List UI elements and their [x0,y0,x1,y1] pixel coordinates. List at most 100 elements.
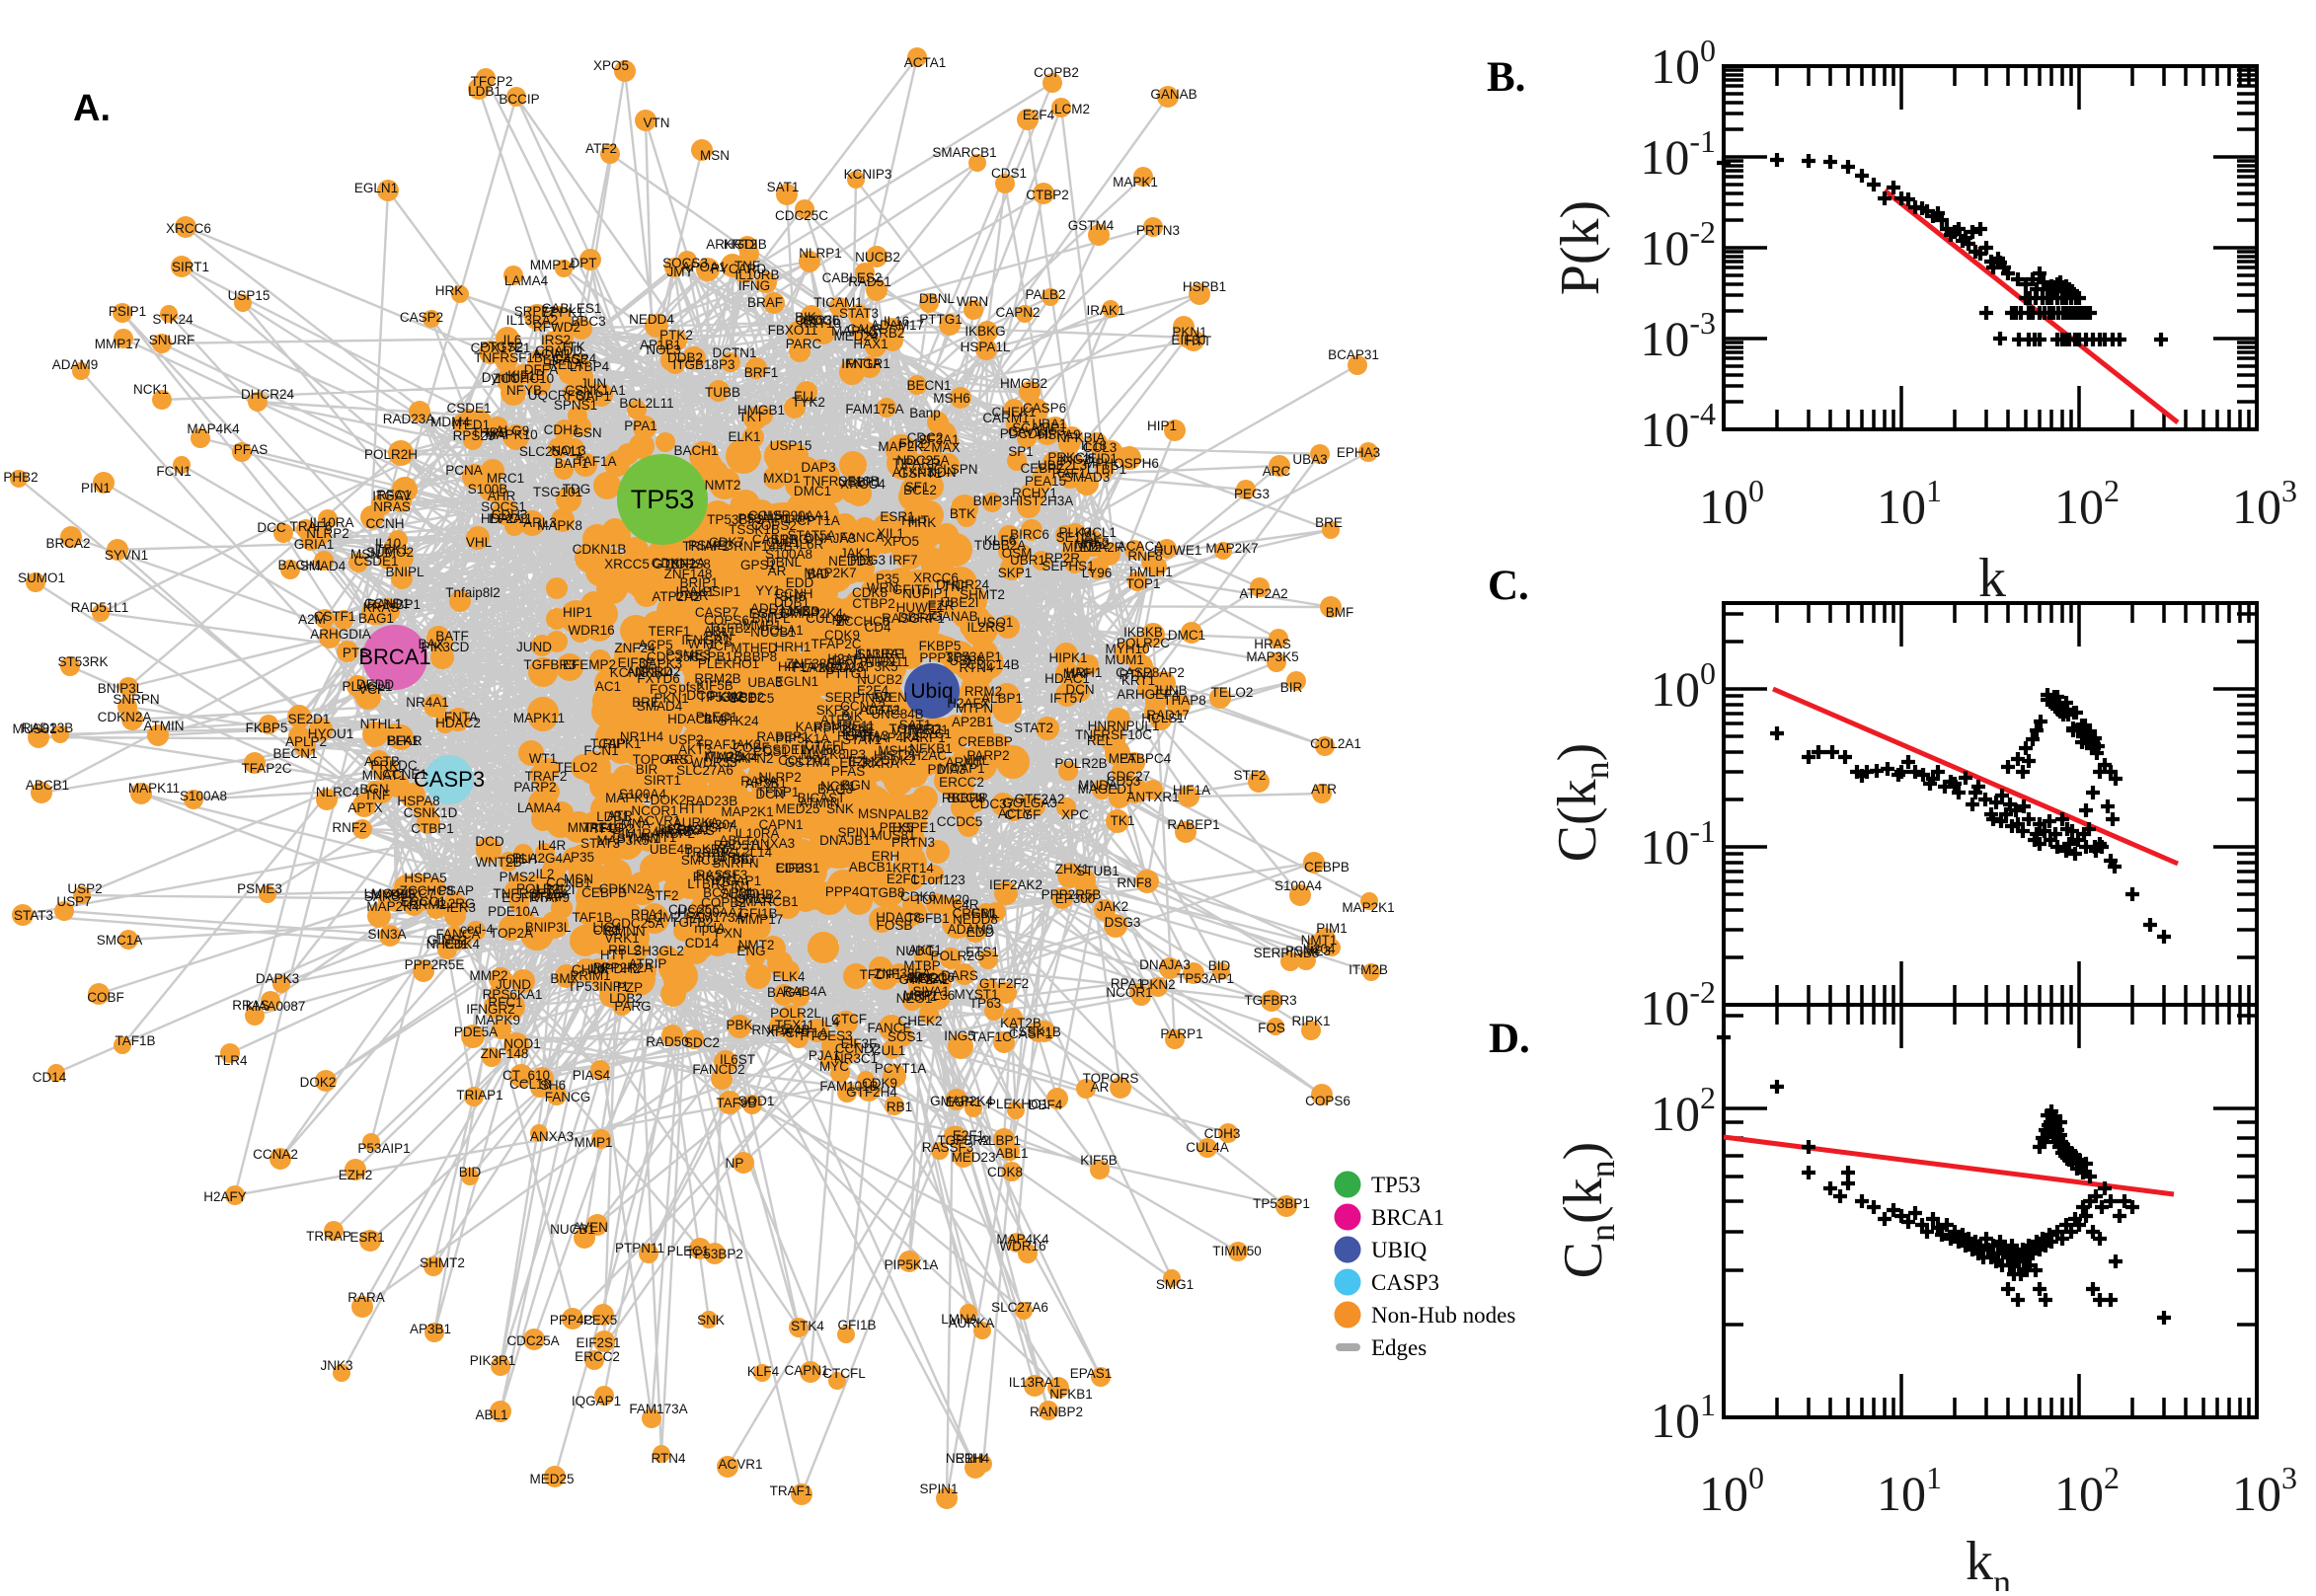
svg-text:TNFRSF10B: TNFRSF10B [803,474,879,489]
svg-text:MSN: MSN [858,806,888,821]
svg-text:NUCB2: NUCB2 [857,672,902,687]
svg-text:RAD23B: RAD23B [686,794,738,808]
svg-text:GFI1B: GFI1B [837,1318,876,1332]
svg-text:IL13RA1: IL13RA1 [855,646,907,661]
svg-text:PRTN3: PRTN3 [1136,223,1180,238]
svg-text:ARC: ARC [1263,464,1291,479]
svg-text:GFIT5: GFIT5 [892,582,930,597]
svg-text:IKBKB: IKBKB [1123,625,1163,640]
svg-text:HUWE1: HUWE1 [1154,543,1202,558]
svg-text:TAF1C: TAF1C [970,1029,1012,1044]
svg-text:HHT: HHT [901,513,929,528]
svg-text:KRT14: KRT14 [892,861,934,875]
svg-text:RANBP2: RANBP2 [1030,1405,1083,1419]
svg-text:Tnfaip8l2: Tnfaip8l2 [445,585,501,600]
svg-text:SAT1: SAT1 [767,180,800,194]
svg-text:MMP14: MMP14 [530,258,577,272]
svg-text:BACH1: BACH1 [277,558,322,572]
svg-text:PLEKHO1: PLEKHO1 [698,656,759,671]
svg-text:ced-4: ced-4 [460,922,494,937]
svg-text:RFWD2: RFWD2 [533,320,580,335]
svg-text:NUDC: NUDC [896,944,935,958]
svg-text:NMT2: NMT2 [705,478,741,493]
svg-text:NMT2: NMT2 [738,938,775,952]
svg-text:BID: BID [1208,958,1231,973]
svg-text:SF3A1: SF3A1 [918,432,959,447]
svg-text:CDC25C: CDC25C [775,208,828,223]
svg-text:MSH3: MSH3 [878,743,915,758]
svg-text:SNURF: SNURF [149,333,195,347]
svg-text:IRAK1: IRAK1 [1086,303,1124,318]
svg-text:DARS: DARS [941,968,978,983]
svg-text:EGLN1: EGLN1 [775,674,818,689]
svg-text:UBA3: UBA3 [1292,452,1327,467]
svg-text:USO1: USO1 [977,615,1014,630]
svg-text:EP300: EP300 [1055,891,1096,906]
svg-text:SMC1A: SMC1A [97,933,143,948]
svg-text:TAF9B: TAF9B [716,1096,756,1110]
svg-text:PALB2: PALB2 [1025,287,1065,302]
svg-text:PFAS: PFAS [234,442,269,457]
svg-text:NCOR1: NCOR1 [1106,985,1152,1000]
svg-text:PSME3: PSME3 [237,881,282,896]
svg-text:JAK1: JAK1 [840,546,872,561]
svg-text:NR1H4: NR1H4 [946,1451,990,1466]
svg-text:ARHGDIA: ARHGDIA [310,627,371,642]
svg-text:SIVA1: SIVA1 [912,984,949,999]
svg-text:SMG1: SMG1 [1156,1277,1194,1292]
svg-text:EIF2S1: EIF2S1 [775,861,819,875]
svg-text:PLEKHO1: PLEKHO1 [987,1097,1048,1111]
svg-text:SH6: SH6 [540,1078,566,1093]
svg-text:ACTA1: ACTA1 [904,55,947,70]
svg-text:CASP3: CASP3 [414,767,485,792]
svg-text:RNF2: RNF2 [332,820,366,835]
svg-text:BCCIP: BCCIP [499,92,539,107]
svg-text:ERCC2: ERCC2 [575,1349,620,1364]
svg-text:JNK3: JNK3 [320,1358,352,1373]
svg-text:RARA: RARA [740,774,778,789]
svg-text:EZH2: EZH2 [339,1168,373,1182]
svg-text:BGN: BGN [359,782,388,797]
svg-text:MAP4K4: MAP4K4 [187,421,240,436]
svg-text:SUMO1: SUMO1 [18,570,65,585]
svg-text:LMNA: LMNA [941,1312,978,1327]
svg-text:HRH1: HRH1 [775,640,811,654]
svg-text:CCL5: CCL5 [748,508,783,523]
svg-text:MAP3K5: MAP3K5 [596,833,649,848]
svg-text:FAM173A: FAM173A [629,1402,687,1416]
svg-text:TK1: TK1 [1111,813,1135,828]
svg-text:RAF1: RAF1 [1052,466,1087,481]
svg-text:ADAM9: ADAM9 [52,357,99,372]
svg-text:PIP5K1A: PIP5K1A [885,1257,939,1272]
svg-text:DNAJB1: DNAJB1 [819,833,871,848]
svg-text:ITM2B: ITM2B [1349,962,1388,977]
svg-text:WDR33: WDR33 [690,755,736,770]
svg-text:JAK2: JAK2 [1097,899,1128,914]
svg-text:DDB1: DDB1 [774,595,810,610]
svg-text:ABL1: ABL1 [703,624,735,639]
svg-text:SKP1: SKP1 [998,566,1033,580]
svg-text:PTPN11: PTPN11 [615,1241,664,1255]
svg-text:CTBP2: CTBP2 [1026,188,1069,202]
svg-text:ZNF148: ZNF148 [481,1046,529,1061]
svg-text:PLA2G4A: PLA2G4A [512,851,572,866]
svg-text:CDC25A: CDC25A [506,1333,559,1348]
svg-text:AC1: AC1 [595,679,621,694]
svg-text:TICAM1: TICAM1 [813,295,863,310]
svg-text:PEG3: PEG3 [1234,487,1270,501]
svg-text:FNTA: FNTA [444,710,478,724]
svg-text:TELO2: TELO2 [1211,685,1254,700]
svg-text:TFAP2C: TFAP2C [241,761,291,776]
svg-text:MSH6: MSH6 [933,391,970,406]
svg-text:RANBP1: RANBP1 [367,597,421,612]
svg-text:MNAT1: MNAT1 [362,768,407,783]
svg-text:TDG: TDG [563,482,591,496]
svg-text:FKBP5: FKBP5 [246,721,288,735]
svg-text:ABL1: ABL1 [995,1146,1028,1161]
svg-text:PSIP1: PSIP1 [109,304,146,319]
svg-text:SNK: SNK [697,1313,725,1328]
svg-text:RRAS: RRAS [232,998,270,1013]
svg-text:STF2: STF2 [1233,768,1266,783]
svg-text:BAG3: BAG3 [817,782,853,797]
svg-text:ATF3: ATF3 [820,713,852,727]
